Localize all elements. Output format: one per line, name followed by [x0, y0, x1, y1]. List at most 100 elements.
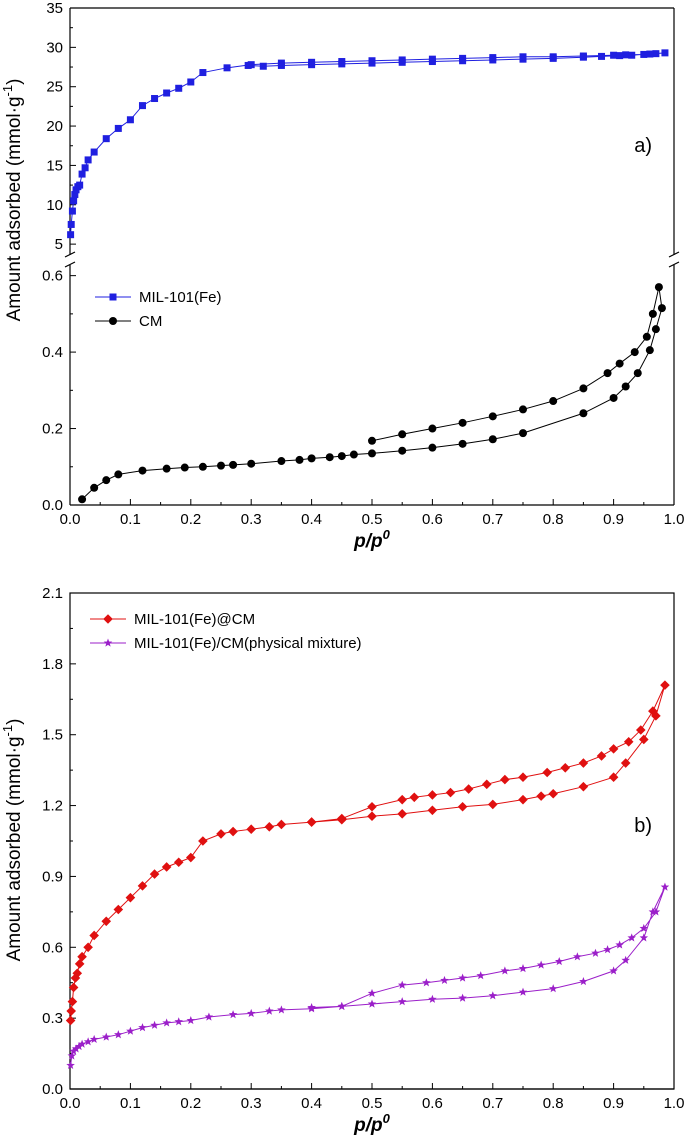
x-axis-title: p/p0 — [353, 1111, 391, 1136]
data-point-mil-101-fe-at-cm — [198, 836, 208, 846]
data-point-physical-mixture — [627, 933, 636, 942]
x-tick-label: 0.5 — [362, 1095, 383, 1112]
data-point-mil-101-fe — [138, 102, 146, 110]
data-point-mil-101-fe-at-cm — [488, 799, 498, 810]
legend-marker-first — [109, 293, 117, 301]
data-point-mil-101-fe-at-cm — [397, 794, 407, 805]
y-tick-label-upper: 5 — [55, 236, 63, 253]
data-point-cm — [398, 430, 407, 439]
y-tick-label-upper: 10 — [46, 197, 63, 214]
x-tick-label: 0.8 — [543, 511, 564, 528]
data-point-mil-101-fe-at-cm — [548, 788, 558, 799]
data-point-cm — [198, 462, 207, 471]
data-point-physical-mixture — [367, 988, 377, 997]
data-point-mil-101-fe-at-cm — [216, 829, 226, 839]
data-point-mil-101-fe — [338, 60, 346, 68]
legend-label-first: MIL-101(Fe) — [139, 289, 222, 306]
data-point-cm — [162, 464, 171, 473]
series-line-mil-101-fe — [70, 52, 665, 235]
data-point-physical-mixture — [476, 971, 485, 980]
data-point-cm — [138, 466, 147, 475]
data-point-cm — [648, 309, 657, 318]
data-point-mil-101-fe — [76, 181, 84, 189]
data-point-cm — [217, 461, 225, 470]
data-point-cm — [488, 412, 497, 421]
data-point-cm — [114, 470, 123, 479]
data-point-mil-101-fe — [616, 52, 624, 60]
data-point-physical-mixture — [422, 978, 431, 987]
data-point-mil-101-fe — [67, 220, 75, 228]
data-point-cm — [654, 283, 663, 292]
plot-frame — [69, 592, 675, 1090]
series-cm — [78, 283, 666, 504]
legend-label-first: MIL-101(Fe)@CM — [134, 611, 255, 628]
y-axis-title: Amount adsorbed (mmol·g-1) — [0, 79, 25, 322]
data-point-mil-101-fe — [78, 170, 86, 178]
data-point-mil-101-fe — [628, 51, 636, 59]
y-tick-label-lower: 0.0 — [42, 497, 63, 514]
data-point-physical-mixture — [554, 956, 564, 966]
data-point-physical-mixture — [101, 1032, 111, 1041]
data-point-physical-mixture — [114, 1030, 123, 1039]
data-point-physical-mixture — [397, 997, 407, 1006]
data-point-cm — [458, 439, 467, 448]
data-point-mil-101-fe-at-cm — [518, 772, 528, 783]
x-tick-label: 0.6 — [422, 1095, 443, 1112]
data-point-mil-101-fe — [70, 197, 78, 205]
data-point-mil-101-fe — [244, 61, 252, 69]
data-point-physical-mixture — [579, 977, 588, 986]
data-point-mil-101-fe — [398, 58, 406, 66]
data-point-mil-101-fe — [84, 156, 92, 164]
series-line-physical-mixture — [70, 886, 666, 1066]
data-point-physical-mixture — [518, 964, 528, 973]
data-point-physical-mixture — [138, 1023, 147, 1032]
data-point-cm — [398, 446, 407, 455]
data-point-cm — [603, 369, 612, 378]
data-point-mil-101-fe-at-cm — [578, 781, 589, 792]
data-point-mil-101-fe — [81, 164, 89, 172]
data-point-mil-101-fe — [199, 69, 207, 77]
data-point-cm — [549, 397, 558, 406]
y-axis-title-main: Amount adsorbed (mmol·g — [4, 96, 25, 321]
axis-break-mark — [668, 261, 680, 268]
data-point-mil-101-fe-at-cm — [66, 1006, 77, 1016]
data-point-mil-101-fe — [175, 84, 183, 92]
x-tick-label: 0.9 — [603, 1095, 624, 1112]
data-point-physical-mixture — [573, 952, 582, 961]
data-point-physical-mixture — [66, 1060, 75, 1070]
data-point-mil-101-fe-at-cm — [623, 737, 634, 747]
x-tick-label: 1.0 — [664, 511, 685, 528]
y-axis-title-end: ) — [4, 719, 25, 725]
x-tick-label: 0.7 — [482, 511, 503, 528]
data-point-mil-101-fe-at-cm — [113, 904, 124, 915]
data-point-mil-101-fe-at-cm — [72, 968, 83, 979]
data-point-mil-101-fe — [661, 49, 669, 57]
x-tick-label: 0.9 — [603, 511, 624, 528]
y-tick-label: 0.3 — [42, 1010, 63, 1027]
data-point-cm — [349, 450, 358, 459]
data-point-cm — [633, 369, 642, 378]
data-point-mil-101-fe — [114, 124, 122, 132]
data-point-mil-101-fe — [163, 89, 171, 97]
data-point-cm — [229, 460, 238, 469]
x-tick-label: 1.0 — [664, 1095, 685, 1112]
panel-a: 0.0 0.1 0.2 0.3 0.4 0.5 0.6 0.7 0.8 0.9 1.0 p/p0 5 10… — [0, 0, 684, 552]
data-point-cm — [519, 405, 527, 414]
y-tick-label-lower: 0.2 — [42, 421, 63, 438]
data-point-cm — [609, 393, 618, 402]
y-tick-label-upper: 30 — [46, 39, 63, 56]
series-physical-mixture — [66, 882, 670, 1070]
x-axis-title: p/p0 — [353, 527, 391, 552]
data-point-mil-101-fe-at-cm — [337, 813, 347, 824]
data-point-cm — [90, 483, 99, 492]
data-point-mil-101-fe — [71, 191, 79, 199]
panel-label-a: a) — [634, 135, 652, 157]
data-point-physical-mixture — [518, 987, 528, 996]
data-point-mil-101-fe — [102, 135, 110, 143]
data-point-physical-mixture — [204, 1012, 214, 1021]
data-point-physical-mixture — [548, 984, 558, 993]
x-tick-label: 0.2 — [180, 1095, 201, 1112]
data-point-mil-101-fe-at-cm — [427, 790, 438, 800]
axis-break-mark — [668, 251, 680, 258]
x-tick-label: 0.5 — [362, 511, 383, 528]
